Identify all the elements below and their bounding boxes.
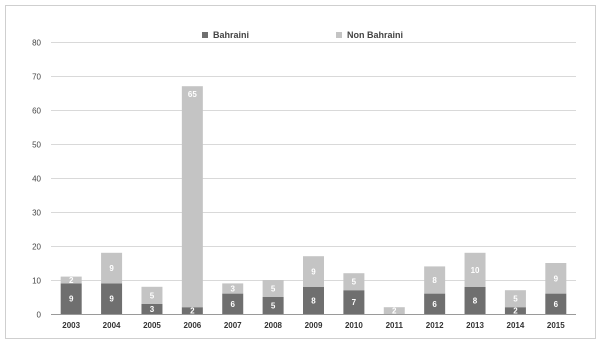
x-tick-label: 2003 <box>62 321 80 330</box>
bar-non-bahraini <box>303 256 324 287</box>
bar-bahraini <box>303 286 324 314</box>
x-tick-label: 2015 <box>547 321 565 330</box>
data-label: 2 <box>69 276 74 285</box>
data-label: 9 <box>109 295 114 304</box>
data-label: 65 <box>188 90 197 99</box>
data-label: 5 <box>513 295 518 304</box>
legend-label-bahraini: Bahraini <box>213 30 250 40</box>
data-label: 5 <box>150 291 155 300</box>
bar-non-bahraini <box>60 276 82 284</box>
chart-frame: Bahraini Non Bahraini 0 10 20 30 40 50 60 70 80 9… <box>5 5 596 339</box>
data-label: 8 <box>432 276 437 285</box>
bar-bahraini <box>101 283 123 314</box>
legend-swatch-non-bahraini <box>336 32 342 38</box>
y-tick-label: 80 <box>32 39 41 48</box>
legend-label-non-bahraini: Non Bahraini <box>347 30 404 40</box>
x-tick-label: 2006 <box>183 321 201 330</box>
x-tick-label: 2005 <box>143 321 161 330</box>
data-label: 7 <box>352 298 357 307</box>
y-tick-label: 30 <box>32 209 41 218</box>
bar-non-bahraini <box>262 280 284 297</box>
data-label: 2 <box>190 307 195 316</box>
x-tick-label: 2013 <box>466 321 484 330</box>
x-tick-label: 2012 <box>426 321 444 330</box>
y-tick-label: 0 <box>37 311 42 320</box>
data-label: 5 <box>271 285 276 294</box>
data-label: 6 <box>554 300 559 309</box>
stacked-bar-chart: 0102030405060708092200399200435200526520… <box>32 39 576 330</box>
x-tick-label: 2007 <box>224 321 242 330</box>
data-label: 6 <box>231 300 236 309</box>
bar-non-bahraini <box>424 266 446 294</box>
bar-bahraini <box>504 307 526 314</box>
bar-bahraini <box>545 293 567 314</box>
x-tick-label: 2011 <box>386 321 404 330</box>
bar-non-bahraini <box>141 286 163 304</box>
bar-bahraini <box>181 307 203 314</box>
x-tick-label: 2010 <box>345 321 363 330</box>
data-label: 10 <box>471 266 480 275</box>
data-label: 2 <box>513 307 518 316</box>
data-label: 5 <box>271 302 276 311</box>
data-label: 9 <box>109 264 114 273</box>
y-tick-label: 50 <box>32 141 41 150</box>
y-tick-label: 70 <box>32 73 41 82</box>
bar-bahraini <box>60 283 82 314</box>
x-tick-label: 2008 <box>264 321 282 330</box>
y-tick-label: 60 <box>32 107 41 116</box>
bar-bahraini <box>343 290 365 314</box>
bar-non-bahraini <box>181 86 203 308</box>
data-label: 6 <box>432 300 437 309</box>
bar-non-bahraini <box>101 252 123 284</box>
bar-non-bahraini <box>222 283 244 294</box>
legend-item-bahraini: Bahraini <box>202 28 249 42</box>
data-label: 8 <box>473 296 478 305</box>
data-label: 9 <box>311 268 316 277</box>
bar-bahraini <box>424 293 446 314</box>
x-tick-label: 2004 <box>103 321 121 330</box>
bar-non-bahraini <box>504 290 526 308</box>
x-tick-label: 2009 <box>305 321 323 330</box>
bar-non-bahraini <box>383 307 405 314</box>
bar-non-bahraini <box>545 263 567 294</box>
bar-bahraini <box>464 286 486 314</box>
data-label: 3 <box>150 305 155 314</box>
y-tick-label: 40 <box>32 175 41 184</box>
legend-item-non-bahraini: Non Bahraini <box>336 28 403 42</box>
data-label: 5 <box>352 278 357 287</box>
data-label: 3 <box>231 285 236 294</box>
bar-bahraini <box>222 293 244 314</box>
bar-bahraini <box>141 303 163 314</box>
data-label: 8 <box>311 296 316 305</box>
bar-non-bahraini <box>464 252 486 287</box>
legend-swatch-bahraini <box>202 32 208 38</box>
data-label: 9 <box>69 295 74 304</box>
data-label: 9 <box>554 274 559 283</box>
y-tick-label: 10 <box>32 277 41 286</box>
x-tick-label: 2014 <box>507 321 525 330</box>
data-label: 2 <box>392 307 397 316</box>
y-tick-label: 20 <box>32 243 41 252</box>
bar-non-bahraini <box>343 273 365 291</box>
bar-bahraini <box>262 297 284 314</box>
